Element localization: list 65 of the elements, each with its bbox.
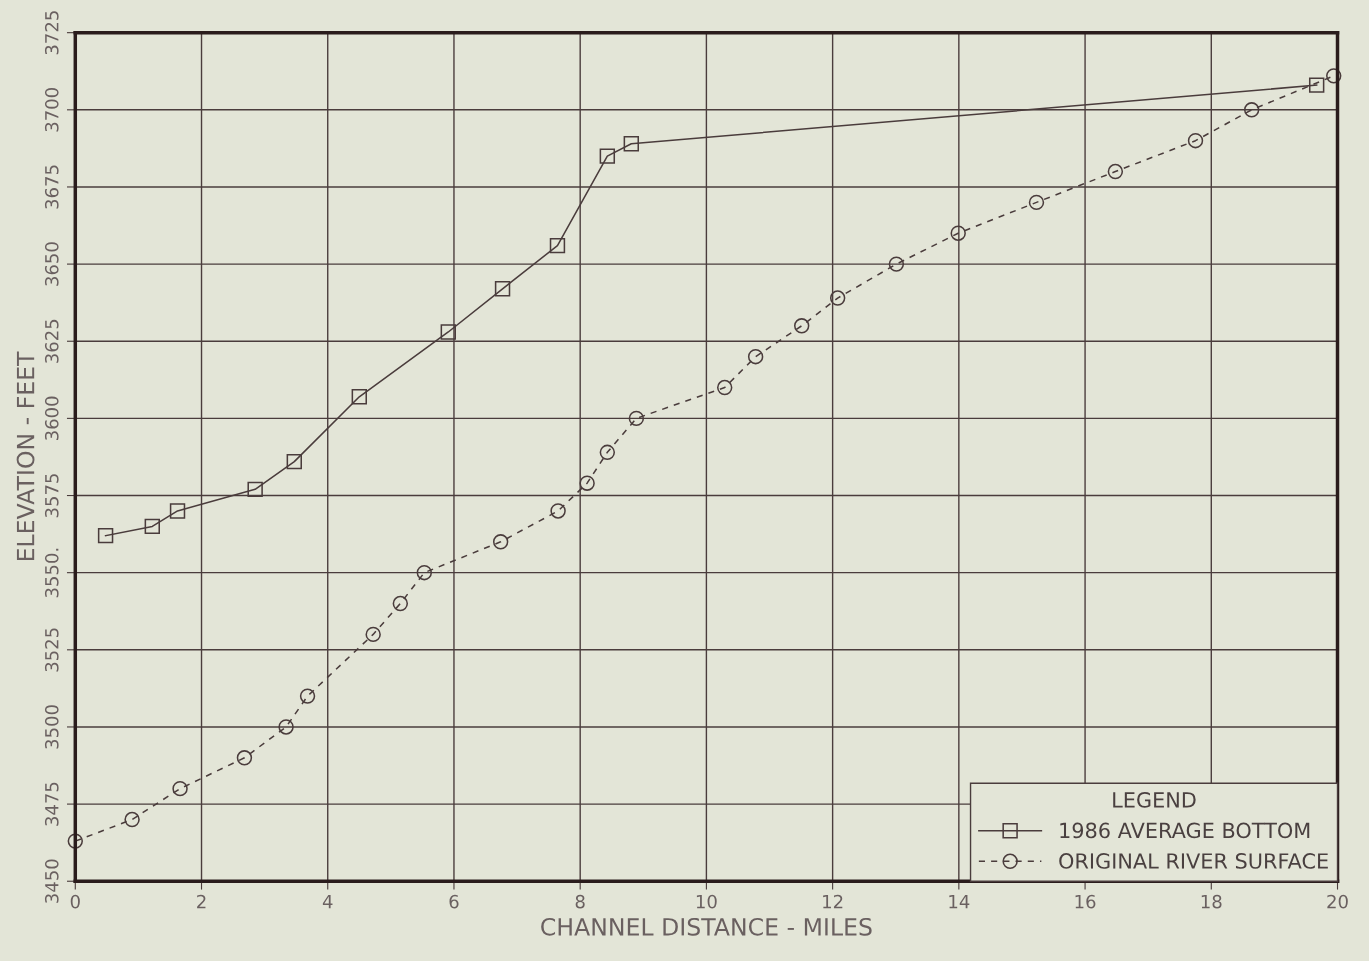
- legend-label: 1986 AVERAGE BOTTOM: [1060, 822, 1310, 839]
- point: [278, 719, 294, 735]
- point: [1107, 163, 1124, 180]
- y-tick-label: 3550.: [44, 548, 59, 598]
- point: [172, 780, 188, 797]
- x-tick-label: 20: [1327, 894, 1348, 909]
- x-tick-label: 4: [322, 894, 333, 909]
- x-tick-label: 12: [823, 894, 843, 909]
- point: [416, 564, 433, 581]
- point: [747, 348, 764, 365]
- point: [599, 148, 616, 164]
- y-tick-label: 3450: [44, 859, 59, 903]
- point: [492, 534, 509, 550]
- y-tick-label: 3700: [44, 88, 59, 132]
- point: [494, 281, 511, 297]
- point: [236, 750, 253, 766]
- point: [247, 481, 263, 498]
- y-tick-label: 3575: [44, 474, 59, 518]
- x-tick-label: 6: [449, 894, 459, 909]
- point: [950, 225, 966, 241]
- x-tick-label: 8: [575, 894, 585, 909]
- point: [392, 595, 409, 612]
- point: [549, 237, 566, 254]
- y-tick-label: 3600: [44, 396, 59, 440]
- x-tick-label: 10: [696, 894, 717, 909]
- x-tick-label: 16: [1075, 894, 1096, 909]
- point: [365, 626, 381, 643]
- point: [97, 527, 114, 544]
- point: [351, 389, 368, 405]
- point: [829, 290, 846, 306]
- point: [599, 444, 616, 461]
- point: [1187, 132, 1204, 149]
- x-tick-label: 18: [1201, 894, 1222, 909]
- y-axis-title: ELEVATION - FEET: [16, 351, 35, 561]
- point: [124, 811, 140, 828]
- point: [440, 324, 456, 340]
- legend-label: ORIGINAL RIVER SURFACE: [1059, 853, 1328, 869]
- point: [286, 453, 302, 470]
- point: [1326, 68, 1342, 84]
- y-tick-label: 3725: [44, 11, 59, 55]
- point: [793, 318, 810, 334]
- y-tick-label: 3500: [44, 705, 59, 749]
- point: [1243, 102, 1260, 118]
- point: [579, 475, 595, 491]
- point: [1028, 194, 1045, 211]
- point: [144, 518, 160, 535]
- point: [299, 688, 316, 704]
- point: [623, 136, 640, 152]
- legend-title: LEGEND: [1113, 791, 1196, 808]
- point: [888, 256, 905, 272]
- x-tick-label: 0: [70, 894, 80, 909]
- point: [628, 410, 645, 427]
- y-tick-label: 3625: [44, 319, 59, 363]
- y-tick-label: 3675: [44, 165, 59, 209]
- x-tick-label: 2: [197, 894, 206, 909]
- point: [169, 503, 186, 519]
- point: [67, 833, 84, 849]
- y-tick-label: 3475: [44, 782, 59, 826]
- point: [1308, 77, 1325, 93]
- point: [550, 503, 566, 519]
- y-tick-label: 3525: [44, 628, 59, 672]
- point: [716, 379, 733, 396]
- x-axis-title: CHANNEL DISTANCE - MILES: [541, 917, 872, 936]
- x-tick-label: 14: [949, 894, 970, 909]
- y-tick-label: 3650: [44, 242, 59, 286]
